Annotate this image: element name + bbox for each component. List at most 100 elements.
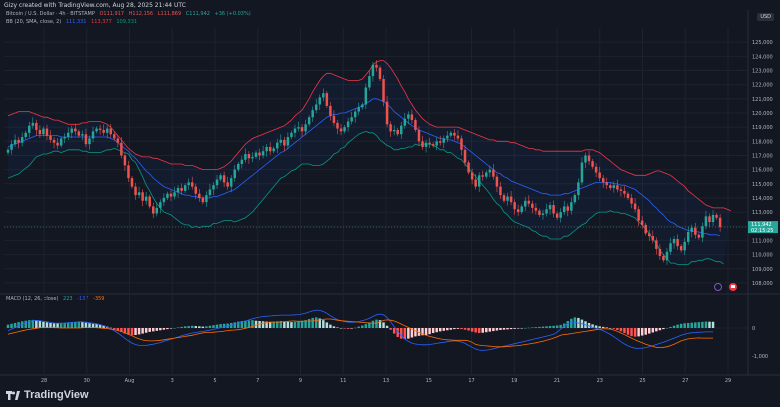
- candle: [658, 244, 662, 260]
- candle: [332, 110, 336, 126]
- candle: [272, 146, 275, 154]
- candle-body: [208, 189, 212, 196]
- price-scale-currency[interactable]: USD: [757, 13, 774, 21]
- candle-body: [201, 197, 205, 203]
- candle: [502, 192, 506, 203]
- candle: [626, 191, 630, 201]
- candle-body: [130, 178, 134, 187]
- candle-body: [59, 138, 63, 146]
- macd-hist-bar: [180, 326, 183, 328]
- macd-hist-bar: [435, 328, 438, 333]
- candle-body: [251, 156, 254, 159]
- macd-hist-bar: [247, 320, 251, 328]
- candle-body: [417, 129, 421, 142]
- macd-hist-bar: [690, 322, 694, 328]
- candle-body: [555, 213, 559, 218]
- candle: [137, 186, 141, 199]
- macd-hist-bar: [697, 322, 701, 328]
- candle: [81, 130, 84, 141]
- candle: [371, 61, 375, 82]
- candle-body: [176, 188, 180, 193]
- macd-hist-bar: [254, 320, 258, 328]
- candles: [6, 60, 722, 265]
- macd-hist-bar: [102, 325, 105, 328]
- candle-body: [183, 185, 187, 191]
- candle: [244, 148, 247, 163]
- candle-body: [541, 213, 545, 215]
- candle: [686, 226, 690, 245]
- candle: [155, 202, 159, 217]
- candle: [233, 164, 236, 182]
- macd-hist-bar: [357, 326, 360, 328]
- bb-lower-value: 109,331: [116, 19, 138, 25]
- macd-hist-bar: [77, 321, 81, 328]
- candle-body: [566, 206, 570, 211]
- candle: [123, 152, 127, 171]
- macd-hist-bar: [45, 322, 49, 328]
- candle-body: [449, 132, 453, 136]
- macd-hist-bar: [290, 322, 293, 328]
- candle-body: [293, 128, 297, 133]
- macd-hist-bar: [456, 328, 460, 329]
- candle-body: [290, 132, 293, 138]
- macd-hist-bar: [431, 328, 435, 334]
- symbol-name[interactable]: Bitcoin / U.S. Dollar · 4h · BITSTAMP: [6, 11, 95, 17]
- macd-hist-bar: [492, 328, 495, 332]
- macd-hist-bar: [205, 326, 208, 328]
- candle-body: [431, 144, 435, 146]
- candle-body: [237, 163, 240, 170]
- macd-hist-bar: [20, 321, 24, 328]
- macd-hist-bar: [166, 328, 169, 330]
- macd-signal-value: -359: [93, 296, 105, 302]
- macd-hist-bar: [286, 321, 290, 328]
- time-tick-label: 19: [511, 378, 517, 384]
- candle-body: [474, 179, 477, 187]
- candle: [665, 247, 669, 265]
- candle-body: [658, 248, 662, 257]
- macd-label[interactable]: MACD (12, 26, close): [6, 296, 59, 302]
- candle: [49, 130, 52, 143]
- candle: [346, 117, 350, 132]
- candle-body: [304, 124, 307, 132]
- candle-body: [265, 146, 268, 152]
- candle: [20, 132, 24, 147]
- macd-hist-bar: [382, 322, 385, 328]
- macd-hist-bar: [329, 324, 332, 328]
- macd-legend: MACD (12, 26, close) 223 -137 -359: [6, 296, 105, 302]
- macd-hist-bar: [463, 328, 467, 330]
- macd-hist-bar: [566, 321, 570, 328]
- candle: [261, 145, 265, 159]
- candle-body: [190, 182, 194, 187]
- candle-body: [428, 142, 431, 145]
- candle-body: [20, 137, 24, 143]
- candle: [130, 175, 134, 189]
- price-tick-label: 123,000: [752, 68, 773, 74]
- candle-body: [343, 127, 346, 132]
- candle: [45, 124, 49, 141]
- macd-hist-bar: [141, 328, 144, 334]
- macd-hist-bar: [591, 324, 594, 328]
- bb-label[interactable]: BB (20, SMA, close, 2): [6, 19, 62, 25]
- macd-tick-label: -1,000: [752, 354, 768, 360]
- macd-hist-bar: [683, 323, 686, 328]
- macd-hist-bar: [378, 320, 382, 328]
- candle: [598, 166, 601, 182]
- macd-hist-bar: [70, 322, 74, 328]
- candle-body: [28, 125, 31, 133]
- high-value: H112,156: [128, 11, 154, 17]
- macd-hist-bar: [502, 328, 506, 330]
- candle-body: [123, 155, 127, 166]
- bb-basis-line: [7, 98, 721, 237]
- candle: [35, 119, 38, 136]
- candle: [88, 135, 91, 150]
- candle-body: [407, 114, 410, 119]
- macd-hist-bar: [176, 327, 180, 328]
- price-tick-label: 111,000: [752, 238, 773, 244]
- macd-hist-bar: [268, 321, 272, 328]
- candle-body: [322, 93, 325, 98]
- candle-body: [378, 67, 382, 79]
- candle-body: [258, 152, 261, 156]
- tradingview-logo[interactable]: TradingView: [6, 389, 89, 401]
- candle-body: [10, 144, 13, 150]
